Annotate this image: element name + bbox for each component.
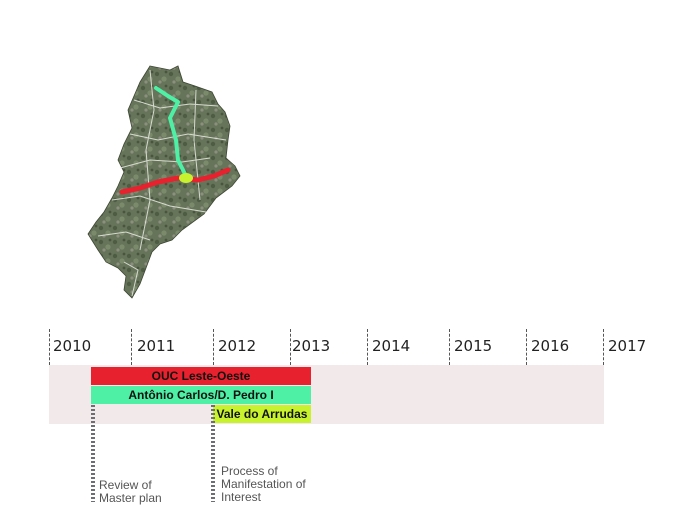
year-tick-2012 <box>213 329 214 365</box>
milestone-label-line: Interest <box>221 490 262 504</box>
milestone-label-line: Master plan <box>99 491 162 505</box>
year-label-2015: 2015 <box>454 337 493 355</box>
year-label-2012: 2012 <box>218 337 257 355</box>
year-tick-2010 <box>49 329 50 365</box>
milestone-label-line: Manifestation of <box>221 477 306 491</box>
milestone-line-manifestation <box>211 405 215 502</box>
year-tick-2015 <box>449 329 450 365</box>
year-label-2016: 2016 <box>531 337 570 355</box>
year-tick-2016 <box>526 329 527 365</box>
year-label-2010: 2010 <box>53 337 92 355</box>
year-tick-2013 <box>290 329 291 365</box>
corridor-vale-do-arrudas <box>179 173 193 183</box>
milestone-label-line: Process of <box>221 464 278 478</box>
bar-ouc-leste-oeste: OUC Leste-Oeste <box>91 367 311 385</box>
bar-vale-do-arrudas: Vale do Arrudas <box>213 405 311 423</box>
year-label-2014: 2014 <box>372 337 411 355</box>
year-label-2011: 2011 <box>137 337 176 355</box>
year-label-2013: 2013 <box>292 337 331 355</box>
bar-antonio-carlos: Antônio Carlos/D. Pedro I <box>91 386 311 404</box>
year-tick-2017 <box>603 329 604 365</box>
corridor-antonio-carlos <box>154 86 188 178</box>
milestone-line-review <box>91 405 95 502</box>
corridor-leste-oeste <box>119 167 231 195</box>
milestone-label-review: Review of Master plan <box>99 479 199 505</box>
city-map <box>87 65 241 299</box>
milestone-label-line: Review of <box>99 478 152 492</box>
year-tick-2014 <box>367 329 368 365</box>
milestone-label-manifestation: Process of Manifestation of Interest <box>221 465 331 504</box>
year-tick-2011 <box>131 329 132 365</box>
year-label-2017: 2017 <box>608 337 647 355</box>
